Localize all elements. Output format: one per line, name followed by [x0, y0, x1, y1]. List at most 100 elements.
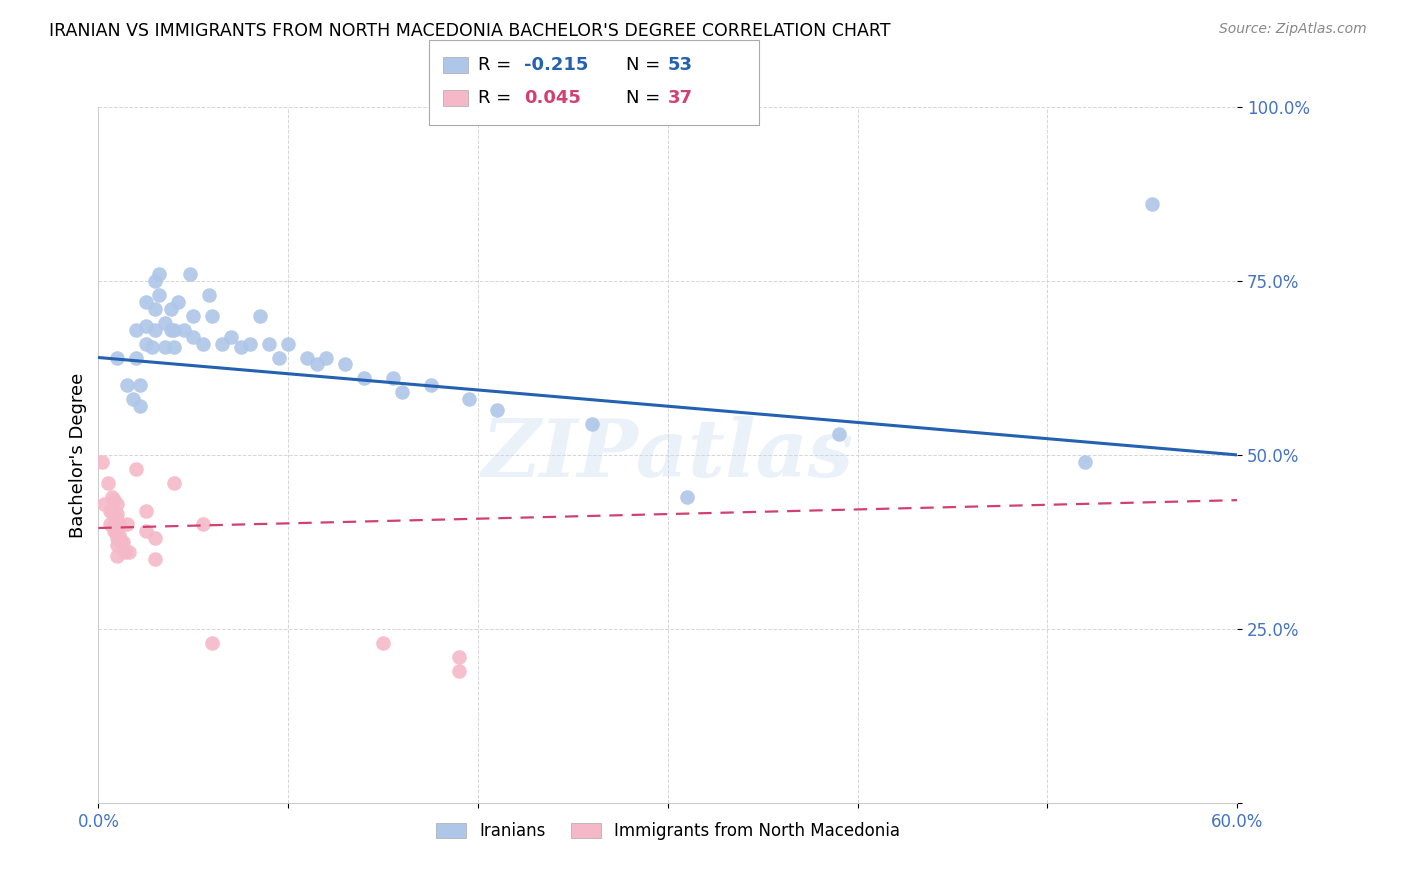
Point: [141, 340, 163, 354]
Point: [91, 455, 114, 469]
Point: [129, 378, 152, 392]
Point: [145, 301, 167, 316]
Point: [110, 534, 132, 549]
Point: [100, 503, 122, 517]
Text: R =: R =: [478, 56, 517, 74]
Point: [118, 545, 141, 559]
Point: [229, 340, 252, 354]
Point: [93, 497, 115, 511]
Point: [129, 399, 152, 413]
Point: [153, 340, 176, 354]
Point: [104, 510, 127, 524]
Point: [159, 301, 181, 316]
Point: [135, 524, 157, 539]
Point: [305, 358, 328, 372]
Point: [145, 532, 167, 546]
Point: [107, 532, 129, 546]
Point: [159, 323, 181, 337]
Point: [353, 371, 375, 385]
Point: [148, 288, 170, 302]
Text: N =: N =: [626, 56, 665, 74]
Point: [828, 427, 851, 442]
Point: [107, 497, 129, 511]
Point: [297, 351, 319, 365]
Point: [107, 507, 129, 521]
Point: [191, 517, 214, 532]
Point: [201, 309, 224, 323]
Point: [239, 336, 262, 351]
Text: N =: N =: [626, 89, 665, 107]
Point: [197, 288, 219, 302]
Point: [211, 336, 233, 351]
Point: [135, 503, 157, 517]
Point: [183, 329, 205, 343]
Text: Source: ZipAtlas.com: Source: ZipAtlas.com: [1219, 22, 1367, 37]
Point: [107, 538, 129, 552]
Point: [97, 475, 120, 490]
Point: [107, 549, 129, 563]
Point: [100, 490, 122, 504]
Point: [108, 528, 131, 542]
Point: [103, 493, 125, 508]
Point: [449, 649, 471, 664]
Point: [315, 351, 337, 365]
Point: [107, 517, 129, 532]
Point: [1074, 455, 1097, 469]
Point: [191, 336, 214, 351]
Point: [103, 507, 125, 521]
Point: [259, 336, 281, 351]
Point: [125, 462, 148, 476]
Point: [391, 385, 413, 400]
Legend: Iranians, Immigrants from North Macedonia: Iranians, Immigrants from North Macedoni…: [429, 815, 907, 847]
Point: [125, 323, 148, 337]
Point: [249, 309, 271, 323]
Point: [135, 336, 157, 351]
Point: [145, 552, 167, 566]
Point: [335, 358, 357, 372]
Text: -0.215: -0.215: [524, 56, 589, 74]
Point: [277, 336, 299, 351]
Point: [103, 517, 125, 532]
Text: 37: 37: [668, 89, 693, 107]
Point: [163, 340, 186, 354]
Point: [183, 309, 205, 323]
Point: [153, 316, 176, 330]
Point: [121, 392, 143, 407]
Point: [419, 378, 441, 392]
Point: [449, 664, 471, 678]
Point: [173, 323, 195, 337]
Point: [179, 267, 201, 281]
Text: 0.045: 0.045: [524, 89, 581, 107]
Point: [267, 351, 290, 365]
Point: [108, 517, 131, 532]
Point: [104, 524, 127, 539]
Point: [1140, 197, 1163, 211]
Point: [145, 274, 167, 288]
Text: R =: R =: [478, 89, 517, 107]
Point: [98, 503, 121, 517]
Point: [163, 323, 186, 337]
Point: [371, 636, 394, 650]
Point: [107, 351, 129, 365]
Point: [163, 475, 186, 490]
Point: [115, 378, 138, 392]
Point: [486, 402, 509, 417]
Point: [221, 329, 243, 343]
Point: [98, 517, 121, 532]
Point: [135, 319, 157, 334]
Point: [148, 267, 170, 281]
Point: [381, 371, 404, 385]
Point: [125, 351, 148, 365]
Text: 53: 53: [668, 56, 693, 74]
Point: [201, 636, 224, 650]
Point: [135, 294, 157, 309]
Point: [103, 524, 125, 539]
Point: [115, 517, 138, 532]
Point: [676, 490, 699, 504]
Point: [145, 323, 167, 337]
Point: [457, 392, 479, 407]
Point: [114, 545, 136, 559]
Text: ZIPatlas: ZIPatlas: [482, 417, 853, 493]
Y-axis label: Bachelor's Degree: Bachelor's Degree: [69, 372, 87, 538]
Point: [112, 534, 135, 549]
